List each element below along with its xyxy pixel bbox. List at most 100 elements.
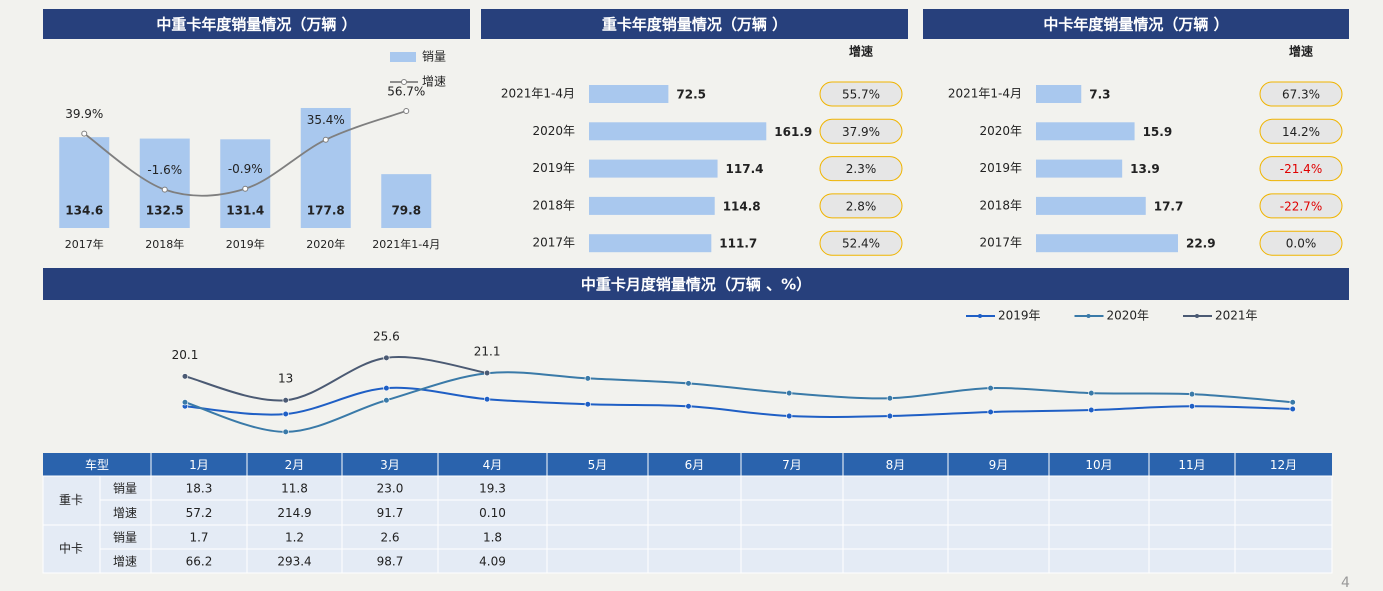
table-cell-text: 214.9 (277, 506, 311, 520)
table-cell (647, 524, 742, 550)
x-tick-label: 2020年 (306, 237, 345, 251)
table-row-label: 增速 (113, 555, 137, 569)
growth-pill (1259, 81, 1343, 107)
line-point (987, 385, 994, 392)
line-point (1088, 406, 1095, 414)
table-cell-text: 1.2 (285, 531, 304, 545)
table-header-cell: 4月 (483, 458, 503, 472)
bar-label: 161.9 (774, 125, 812, 139)
table-cell (1148, 475, 1236, 501)
line-point (786, 412, 793, 420)
bar (139, 138, 190, 228)
growth-label: 2.3% (846, 162, 877, 176)
table-header-cell: 12月 (1270, 458, 1297, 472)
legend-label: 2019年 (998, 309, 1041, 323)
line (184, 356, 488, 402)
legend-point (1195, 314, 1199, 318)
growth-pill (819, 156, 903, 182)
bar-label: 79.8 (391, 204, 421, 218)
x-tick-label: 2018年 (145, 237, 184, 251)
line-point (181, 373, 189, 380)
growth-label: 14.2% (1282, 125, 1320, 139)
table-header-cell: 11月 (1178, 458, 1205, 472)
bar (300, 107, 351, 228)
table-cell-text: 11.8 (281, 482, 308, 496)
growth-pill (1259, 156, 1343, 182)
line-label: -1.6% (147, 163, 182, 177)
bar (589, 85, 669, 103)
y-tick-label: 2020年 (979, 124, 1022, 138)
bar-label: 72.5 (676, 88, 706, 102)
y-tick-label: 2020年 (532, 124, 575, 138)
growth-label: 0.0% (1286, 237, 1317, 251)
line-label: 56.7% (387, 84, 425, 98)
y-tick-label: 2019年 (532, 161, 575, 175)
bar-label: 17.7 (1154, 199, 1184, 213)
table-cell (947, 499, 1050, 526)
y-tick-label: 2017年 (979, 236, 1022, 250)
y-tick-label: 2018年 (532, 198, 575, 212)
table-cell (740, 524, 844, 550)
table-cell (740, 475, 844, 501)
table-cell-text: 293.4 (277, 555, 311, 569)
table-cell (947, 475, 1050, 501)
table-row-label-cell (99, 499, 152, 526)
table-cell (546, 475, 649, 501)
bar-label: 15.9 (1143, 125, 1173, 139)
legend-swatch (390, 52, 416, 62)
growth-pill (819, 193, 903, 219)
table-header-cell: 6月 (685, 458, 705, 472)
table-cell (842, 548, 949, 574)
table-cell-text: 1.7 (189, 531, 208, 545)
table-row-label-cell (99, 524, 152, 550)
table-cell-text: 1.8 (483, 531, 502, 545)
title-bar (43, 9, 470, 39)
line-point (685, 380, 692, 387)
line-point (584, 401, 591, 408)
line-point (242, 185, 249, 192)
page-number: 4 (1341, 575, 1350, 591)
line-point (383, 397, 390, 404)
table-header-cell: 2月 (285, 458, 305, 472)
bar-label: 13.9 (1130, 162, 1160, 176)
y-tick-label: 2021年1-4月 (948, 87, 1022, 101)
line-point (484, 396, 491, 403)
line-point (282, 410, 289, 418)
table-group-cell (42, 524, 101, 574)
table-cell-text: 57.2 (186, 506, 213, 520)
growth-header: 增速 (1289, 44, 1313, 59)
x-tick-label: 2019年 (226, 237, 265, 251)
title-bar (923, 9, 1349, 39)
table-cell (842, 524, 949, 550)
table-cell (546, 499, 649, 526)
bar-label: 111.7 (719, 237, 757, 251)
line-point (383, 354, 390, 361)
line-point (282, 428, 289, 435)
line-label: 35.4% (307, 113, 345, 127)
table-cell-text: 19.3 (479, 482, 506, 496)
table-cell-text: 91.7 (377, 506, 404, 520)
table-row-label-cell (99, 548, 152, 574)
table-cell (246, 524, 343, 550)
line-point (484, 369, 491, 377)
line-point (584, 375, 591, 382)
bar (589, 159, 718, 178)
growth-pill (1259, 118, 1343, 144)
line-point (786, 390, 793, 397)
table-header-cell: 10月 (1085, 458, 1112, 472)
line-point (1088, 390, 1095, 397)
chart-title: 中卡年度销量情况（万辆 ） (1043, 16, 1228, 34)
bar-label: 177.8 (307, 204, 345, 218)
line-point (1289, 405, 1296, 413)
table-cell (1148, 548, 1236, 574)
bar-label: 7.3 (1089, 88, 1110, 102)
line-label: 13 (278, 372, 293, 386)
table-cell (1148, 499, 1236, 526)
legend-label: 2021年 (1215, 309, 1258, 323)
table-header-cell: 9月 (989, 458, 1009, 472)
line-point (987, 408, 994, 416)
line-point (1289, 399, 1296, 406)
table-cell-text: 4.09 (479, 555, 506, 569)
x-tick-label: 2021年1-4月 (372, 237, 440, 251)
